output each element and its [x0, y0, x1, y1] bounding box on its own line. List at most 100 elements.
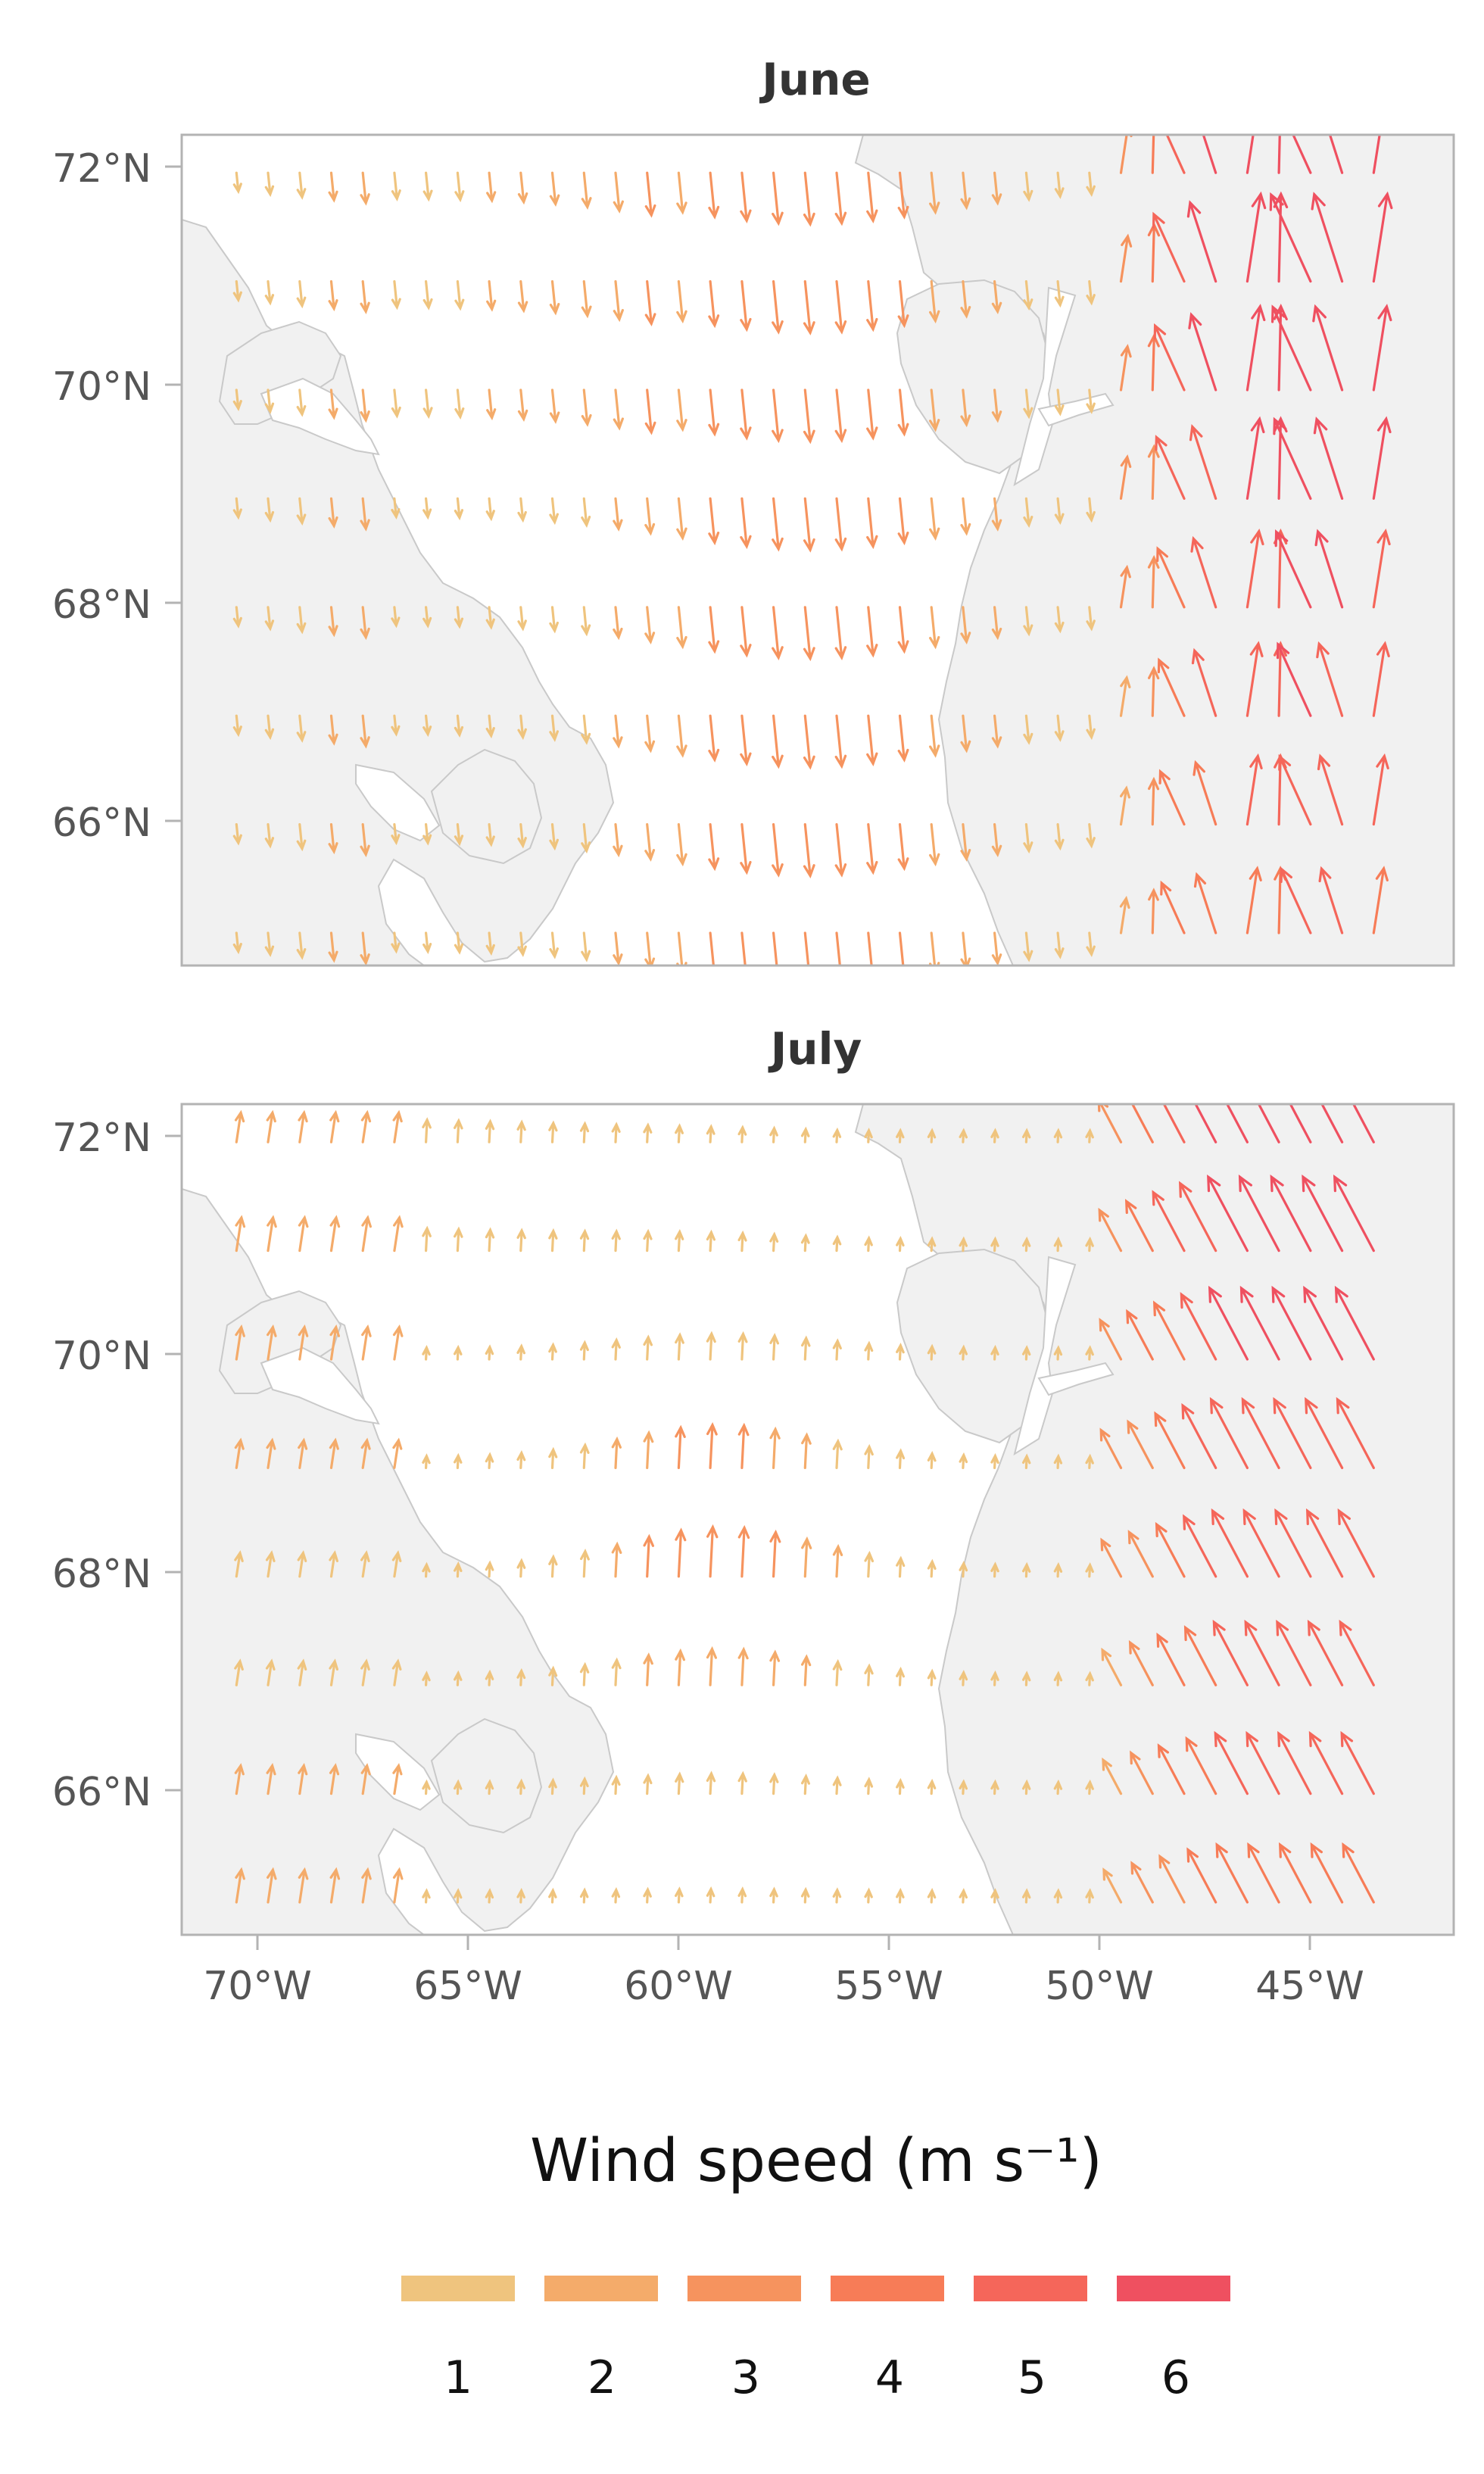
- wind-vector-arrow: [643, 1652, 653, 1686]
- wind-vector-arrow: [422, 1225, 432, 1253]
- wind-vector-arrow: [579, 1121, 590, 1143]
- wind-vector-arrow: [1054, 171, 1065, 199]
- wind-vector-arrow: [927, 1236, 937, 1253]
- wind-vector-arrow: [644, 606, 656, 645]
- wind-vector-arrow: [1119, 564, 1131, 609]
- wind-vector-arrow: [706, 1422, 718, 1469]
- wind-vector-arrow: [1193, 872, 1217, 934]
- wind-vector-arrow: [1271, 304, 1312, 392]
- wind-vector-arrow: [929, 931, 940, 966]
- wind-vector-arrow: [1314, 529, 1344, 609]
- wind-vector-arrow: [1054, 823, 1065, 851]
- inland-water: [260, 286, 1115, 842]
- wind-vector-arrow: [611, 1122, 621, 1143]
- wind-vector-arrow: [232, 497, 242, 520]
- legend-label: 3: [731, 2351, 760, 2404]
- wind-vector-arrow: [866, 497, 878, 550]
- wind-vector-arrow: [1181, 1402, 1217, 1469]
- wind-vector-arrow: [1337, 1508, 1375, 1578]
- wind-vector-arrow: [298, 1763, 308, 1795]
- wind-vector-arrow: [392, 1109, 403, 1143]
- wind-vector-arrow: [1334, 1285, 1375, 1361]
- wind-vector-arrow: [579, 1887, 589, 1904]
- greenland-landmass: [854, 1104, 1454, 1935]
- wind-vector-arrow: [296, 606, 307, 635]
- wind-vector-arrow: [772, 931, 778, 966]
- wind-vector-arrow: [422, 280, 433, 310]
- wind-vector-arrow: [549, 931, 559, 959]
- wind-vector-arrow: [1241, 1396, 1280, 1469]
- cumberland-peninsula: [218, 1290, 342, 1394]
- wind-vector-arrow: [1302, 1174, 1344, 1253]
- wind-vector-arrow: [266, 1437, 276, 1469]
- wind-vector-arrow: [1340, 1730, 1375, 1795]
- wind-vector-arrow: [296, 388, 307, 417]
- wind-vector-arrow: [803, 823, 815, 878]
- wind-vector-arrow: [959, 1561, 968, 1578]
- wind-vector-arrow: [708, 714, 720, 763]
- wind-vector-arrow: [896, 1448, 906, 1469]
- wind-vector-arrow: [959, 1236, 968, 1253]
- map-panel-june: [180, 133, 1455, 967]
- wind-vector-arrow: [485, 1560, 494, 1578]
- wind-vector-arrow: [1127, 1530, 1154, 1578]
- wind-vector-arrow: [232, 171, 242, 195]
- wind-vector-arrow: [1022, 1779, 1031, 1795]
- wind-vector-arrow: [1165, 135, 1186, 174]
- wind-vector-arrow: [1303, 1285, 1344, 1361]
- wind-vector-arrow: [959, 1670, 968, 1686]
- wind-vector-arrow: [1191, 647, 1217, 717]
- wind-vector-arrow: [579, 1340, 589, 1361]
- wind-vector-arrow: [866, 823, 878, 875]
- wind-vector-arrow: [706, 1524, 719, 1578]
- wind-vector-arrow: [864, 1128, 873, 1143]
- wind-vector-arrow: [959, 1344, 968, 1361]
- wind-vector-arrow: [296, 280, 307, 309]
- wind-vector-arrow: [676, 714, 687, 758]
- wind-vector-arrow: [454, 1344, 463, 1361]
- cumberland-sound: [260, 1346, 380, 1425]
- wind-vector-arrow: [832, 1338, 842, 1361]
- wind-vector-arrow: [267, 1867, 277, 1904]
- wind-vector-arrow: [927, 1128, 937, 1143]
- wind-vector-arrow: [1156, 546, 1186, 609]
- wind-vector-arrow: [232, 280, 242, 303]
- wind-vector-arrow: [1085, 1345, 1094, 1361]
- wind-vector-arrow: [1246, 416, 1265, 500]
- wind-vector-arrow: [1186, 1847, 1217, 1904]
- wind-vector-arrow: [1023, 931, 1034, 962]
- wind-vector-arrow: [1180, 1292, 1217, 1361]
- wind-vector-arrow: [1280, 866, 1312, 934]
- wind-vector-arrow: [676, 388, 687, 432]
- wind-vector-arrow: [801, 1773, 810, 1795]
- wind-vector-arrow: [1022, 1671, 1031, 1686]
- wind-vector-arrow: [1022, 1561, 1031, 1578]
- wind-vector-arrow: [929, 388, 940, 432]
- wind-vector-arrow: [329, 1550, 338, 1578]
- wind-vector-arrow: [740, 388, 752, 441]
- wind-vector-arrow: [549, 606, 559, 634]
- wind-vector-arrow: [298, 1437, 308, 1469]
- wind-vector-arrow: [1185, 1736, 1217, 1795]
- wind-vector-arrow: [486, 171, 497, 204]
- wind-vector-arrow: [1271, 1285, 1312, 1361]
- wind-vector-arrow: [1053, 1453, 1063, 1469]
- wind-vector-arrow: [959, 1452, 968, 1469]
- wind-vector-arrow: [1085, 1888, 1094, 1904]
- wind-vector-arrow: [643, 1773, 653, 1795]
- legend-swatch: [687, 2276, 801, 2301]
- wind-vector-arrow: [485, 1344, 494, 1361]
- wind-vector-arrow: [1188, 312, 1217, 392]
- wind-vector-arrow: [1148, 776, 1160, 826]
- wind-vector-arrow: [1086, 606, 1096, 632]
- wind-vector-arrow: [361, 1215, 372, 1253]
- legend-swatch: [974, 2276, 1087, 2301]
- wind-vector-arrow: [1273, 416, 1312, 500]
- wind-vector-arrow: [709, 931, 716, 966]
- wind-vector-arrow: [549, 497, 559, 526]
- wind-vector-arrow: [581, 714, 591, 745]
- wind-vector-arrow: [298, 1215, 309, 1253]
- wind-vector-arrow: [1086, 714, 1096, 741]
- wind-vector-arrow: [516, 1778, 525, 1795]
- wind-vector-arrow: [1277, 1730, 1312, 1795]
